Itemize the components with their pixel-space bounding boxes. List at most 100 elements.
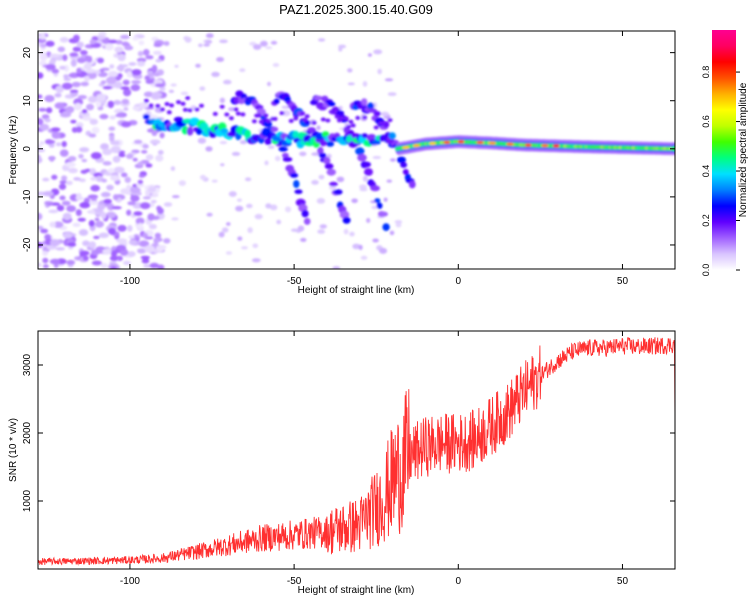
colorbar-tick-label: 0.6 bbox=[701, 115, 711, 128]
heatmap-cell bbox=[164, 102, 170, 106]
heatmap-cell bbox=[541, 144, 549, 148]
heatmap-cell bbox=[70, 119, 77, 124]
heatmap-cell bbox=[226, 222, 231, 226]
heatmap-cell bbox=[163, 202, 173, 207]
spectrogram-y-axis-label: Frequency (Hz) bbox=[8, 116, 19, 185]
heatmap-cell bbox=[138, 40, 145, 46]
heatmap-cell bbox=[149, 262, 160, 269]
heatmap-cell bbox=[44, 118, 51, 123]
heatmap-cell bbox=[137, 61, 146, 67]
spec-y-tick-label: -10 bbox=[22, 189, 33, 204]
heatmap-cell bbox=[59, 112, 71, 118]
snr-x-tick-label: -100 bbox=[120, 576, 140, 587]
heatmap-cell bbox=[109, 115, 116, 120]
heatmap-cell bbox=[299, 151, 307, 157]
heatmap-cell bbox=[180, 101, 186, 106]
heatmap-cell bbox=[264, 160, 269, 166]
heatmap-cell bbox=[221, 227, 229, 233]
heatmap-cell bbox=[110, 140, 120, 146]
heatmap-cell bbox=[44, 95, 55, 103]
heatmap-cell bbox=[115, 113, 125, 118]
heatmap-cell bbox=[109, 39, 118, 44]
heatmap-cell bbox=[77, 217, 86, 222]
heatmap-cell bbox=[39, 123, 50, 131]
heatmap-cell bbox=[84, 75, 90, 83]
heatmap-cell bbox=[113, 194, 119, 201]
heatmap-cell bbox=[39, 33, 46, 40]
heatmap-cell bbox=[137, 161, 144, 166]
heatmap-cell bbox=[137, 179, 144, 185]
heatmap-cell bbox=[400, 162, 408, 168]
heatmap-cell bbox=[372, 156, 382, 159]
spec-x-tick-label: 0 bbox=[456, 276, 462, 287]
heatmap-cell bbox=[182, 107, 188, 112]
heatmap-cell bbox=[317, 146, 324, 155]
heatmap-cell bbox=[316, 198, 326, 204]
heatmap-cell bbox=[186, 126, 194, 136]
heatmap-cell bbox=[63, 77, 72, 81]
heatmap-cell bbox=[135, 217, 145, 225]
heatmap-cell bbox=[72, 46, 82, 52]
colorbar-label: Normalized spectral amplitude bbox=[738, 82, 749, 217]
heatmap-cell bbox=[154, 232, 162, 239]
heatmap-cell bbox=[137, 50, 144, 57]
heatmap-cell bbox=[155, 245, 165, 253]
heatmap-cell bbox=[70, 59, 77, 67]
heatmap-cell bbox=[49, 258, 61, 265]
heatmap-cell bbox=[78, 154, 84, 159]
heatmap-cell bbox=[198, 43, 203, 48]
heatmap-cell bbox=[155, 104, 161, 108]
heatmap-cell bbox=[336, 176, 345, 183]
heatmap-cell bbox=[380, 111, 390, 117]
heatmap-cell bbox=[379, 211, 388, 217]
spec-x-tick-label: -100 bbox=[120, 276, 140, 287]
heatmap-cell bbox=[88, 133, 97, 138]
heatmap-cell bbox=[187, 108, 193, 113]
heatmap-cell bbox=[153, 238, 160, 244]
heatmap-cell bbox=[151, 130, 158, 137]
heatmap-cell bbox=[117, 224, 127, 232]
heatmap-cell bbox=[80, 50, 88, 56]
heatmap-cell bbox=[170, 83, 177, 87]
heatmap-cell bbox=[313, 95, 323, 101]
heatmap-cell bbox=[118, 153, 126, 158]
heatmap-cell bbox=[39, 141, 45, 145]
heatmap-cell bbox=[107, 100, 115, 109]
snr-y-ticks: 1000 2000 3000 bbox=[22, 353, 675, 512]
heatmap-cell bbox=[219, 104, 225, 109]
heatmap-cell bbox=[100, 143, 109, 150]
heatmap-cell bbox=[132, 106, 141, 111]
heatmap-cell bbox=[370, 185, 380, 192]
heatmap-cell bbox=[153, 43, 162, 47]
heatmap-cell bbox=[274, 155, 281, 162]
heatmap-cell bbox=[379, 247, 388, 254]
heatmap-cell bbox=[211, 71, 220, 77]
heatmap-cell bbox=[131, 80, 142, 84]
heatmap-cell bbox=[359, 184, 367, 189]
heatmap-cell bbox=[38, 72, 44, 79]
snr-panel: -100 -50 0 50 1000 2000 3000 Height of straig… bbox=[8, 330, 676, 596]
heatmap-cell bbox=[69, 52, 79, 57]
heatmap-cell bbox=[44, 201, 54, 205]
heatmap-cell bbox=[110, 250, 118, 257]
heatmap-cell bbox=[142, 232, 148, 239]
heatmap-cell bbox=[103, 198, 112, 204]
heatmap-cell bbox=[95, 70, 101, 75]
heatmap-cell bbox=[307, 127, 316, 133]
heatmap-cell bbox=[93, 235, 100, 240]
heatmap-cell bbox=[153, 72, 161, 77]
heatmap-cell bbox=[91, 126, 100, 134]
heatmap-cell bbox=[61, 175, 68, 181]
heatmap-cell bbox=[142, 257, 149, 261]
heatmap-cell bbox=[361, 161, 371, 168]
heatmap-cell bbox=[87, 95, 98, 103]
heatmap-cell bbox=[98, 232, 110, 239]
heatmap-cell bbox=[126, 71, 133, 78]
heatmap-cell bbox=[157, 150, 164, 155]
heatmap-cell bbox=[85, 69, 97, 74]
heatmap-cell bbox=[95, 101, 102, 108]
heatmap-cell bbox=[225, 251, 232, 255]
heatmap-cell bbox=[116, 65, 125, 71]
heatmap-cell bbox=[319, 139, 328, 147]
heatmap-cell bbox=[294, 189, 303, 194]
